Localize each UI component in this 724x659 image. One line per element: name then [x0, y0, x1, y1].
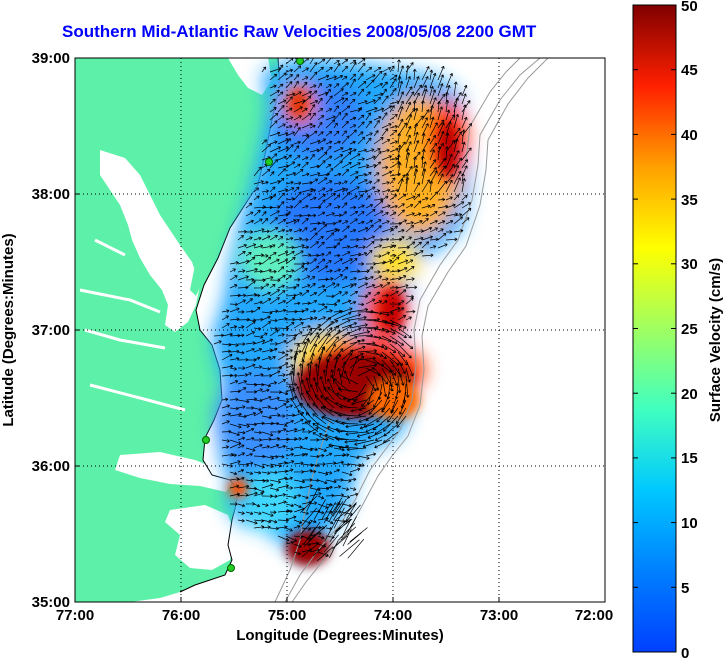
x-tick-label: 76:00	[162, 607, 200, 624]
y-tick-labels: 39:00 38:00 37:00 36:00 35:00	[32, 50, 70, 611]
y-tick-label: 39:00	[32, 50, 70, 67]
y-tick-label: 38:00	[32, 186, 70, 203]
colorbar-tick-label: 35	[681, 192, 698, 209]
x-axis-label: Longitude (Degrees:Minutes)	[236, 627, 444, 644]
y-tick-label: 35:00	[32, 594, 70, 611]
colorbar-tick-label: 30	[681, 256, 698, 273]
chesapeake-bay	[100, 150, 200, 332]
y-tick-label: 37:00	[32, 322, 70, 339]
colorbar-tick-label: 10	[681, 515, 698, 532]
colorbar	[632, 4, 677, 653]
colorbar-tick-label: 45	[681, 62, 698, 79]
colorbar-tick-labels: 50 45 40 35 30 25 20 15 10 5 0	[681, 0, 698, 659]
radar-stations	[202, 58, 304, 572]
colorbar-tick-label: 5	[681, 580, 689, 597]
colorbar-tick-label: 25	[681, 321, 698, 338]
y-axis-label: Latitude (Degrees:Minutes)	[0, 233, 17, 426]
x-tick-label: 74:00	[374, 607, 412, 624]
grid-lines	[75, 58, 605, 602]
colorbar-tick-label: 15	[681, 450, 698, 467]
y-tick-label: 36:00	[32, 458, 70, 475]
colorbar-label: Surface Velocity (cm/s)	[707, 258, 724, 422]
pamlico-sound	[165, 505, 235, 570]
x-tick-labels: 77:00 76:00 75:00 74:00 73:00 72:00	[56, 607, 613, 624]
colorbar-tick-label: 40	[681, 127, 698, 144]
delaware-bay	[228, 58, 272, 95]
colorbar-tick-label: 0	[681, 645, 689, 659]
delmarva-peninsula	[190, 68, 270, 296]
velocity-arrow-paths	[213, 58, 473, 562]
x-tick-label: 75:00	[268, 607, 306, 624]
colorbar-tick-label: 20	[681, 386, 698, 403]
x-tick-label: 72:00	[575, 607, 613, 624]
colorbar-tick-label: 50	[681, 0, 698, 15]
albemarle-sound	[115, 452, 232, 492]
x-tick-label: 77:00	[56, 607, 94, 624]
velocity-arrows	[213, 58, 473, 562]
map-title: Southern Mid-Atlantic Raw Velocities 200…	[62, 22, 537, 41]
x-tick-label: 73:00	[480, 607, 518, 624]
